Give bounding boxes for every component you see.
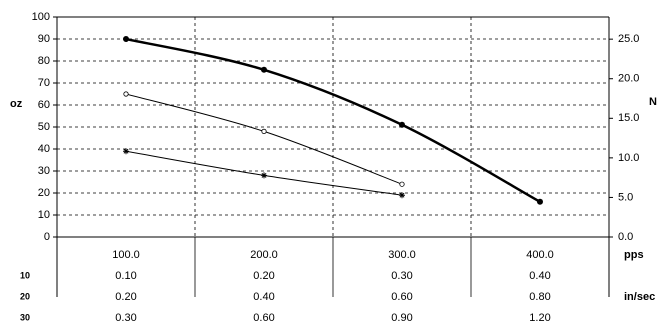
table-cell: 0.20	[115, 291, 136, 303]
table-cell: 0.20	[253, 270, 274, 282]
table-row-label: 30	[20, 312, 30, 322]
x-tick-label: 200.0	[250, 249, 278, 261]
table-cell: 0.40	[253, 291, 274, 303]
y-right-tick-label: 25.0	[618, 33, 639, 45]
y-left-axis-label: oz	[10, 98, 23, 110]
y-left-tick-label: 50	[38, 121, 50, 133]
y-right-tick-label: 0.0	[618, 231, 633, 243]
y-right-tick-label: 20.0	[618, 73, 639, 85]
series-line-1	[125, 37, 541, 203]
data-point	[261, 172, 267, 179]
y-right-tick-label: 5.0	[618, 191, 633, 203]
table-cell: 0.30	[391, 270, 412, 282]
y-left-tick-label: 60	[38, 99, 50, 111]
y-left-tick-label: 80	[38, 55, 50, 67]
table-row-label: 10	[20, 270, 30, 280]
y-left-tick-label: 20	[38, 187, 50, 199]
data-point	[123, 36, 129, 42]
y-right-axis-label: N	[649, 96, 657, 108]
y-left-tick-label: 40	[38, 143, 50, 155]
x-tick-label: 100.0	[112, 249, 140, 261]
table-row-label: 20	[20, 291, 30, 301]
y-left-tick-label: 10	[38, 209, 50, 221]
table-cell: 0.60	[391, 291, 412, 303]
table-cell: 1.20	[529, 312, 550, 324]
y-left-tick-label: 30	[38, 165, 50, 177]
x-tick-label: 300.0	[388, 249, 416, 261]
table-cell: 0.40	[529, 270, 550, 282]
data-point	[261, 128, 267, 134]
y-left-tick-label: 100	[32, 11, 50, 23]
y-right-tick-label: 10.0	[618, 152, 639, 164]
data-point	[399, 181, 405, 187]
data-point	[537, 198, 543, 205]
y-right-tick-label: 15.0	[618, 112, 639, 124]
data-point	[123, 91, 129, 97]
data-point	[123, 148, 129, 155]
table-cell: 0.60	[253, 312, 274, 324]
table-cell: 0.80	[529, 291, 550, 303]
y-left-tick-label: 0	[44, 231, 50, 243]
y-left-tick-label: 90	[38, 33, 50, 45]
table-unit-label: in/sec	[624, 291, 655, 303]
y-left-tick-label: 70	[38, 77, 50, 89]
table-cell: 0.10	[115, 270, 136, 282]
data-point	[399, 121, 405, 128]
table-cell: 0.90	[391, 312, 412, 324]
data-point	[261, 66, 267, 73]
data-point	[399, 192, 405, 199]
table-cell: 0.30	[115, 312, 136, 324]
x-unit-label: pps	[624, 249, 644, 261]
x-tick-label: 400.0	[526, 249, 554, 261]
